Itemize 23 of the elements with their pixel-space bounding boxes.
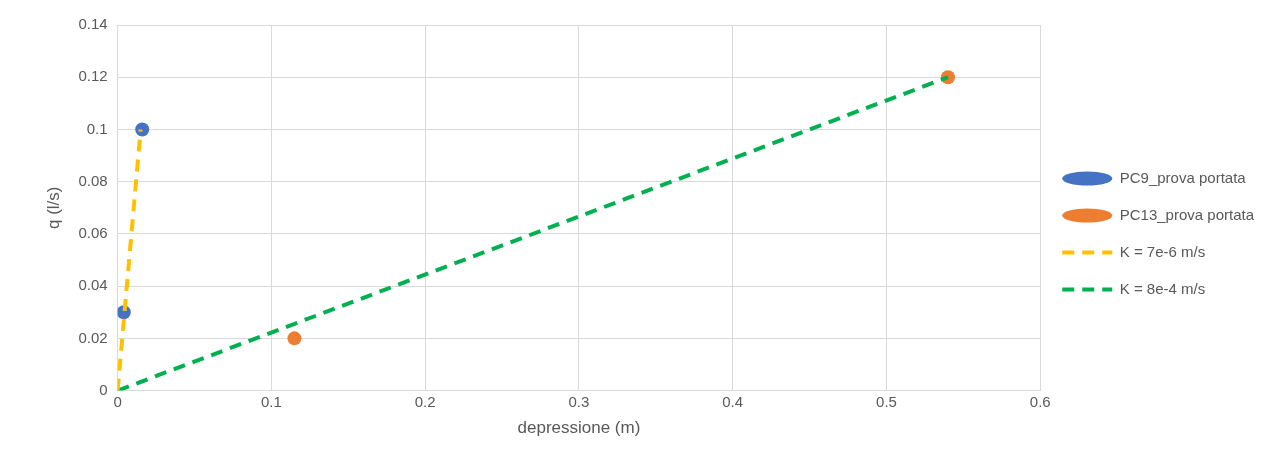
y-tick-label: 0.06 xyxy=(78,224,108,242)
legend-label: PC9_prova portata xyxy=(1119,168,1247,186)
y-tick-label: 0.14 xyxy=(78,15,108,33)
point xyxy=(287,331,302,346)
x-tick-label: 0.3 xyxy=(568,392,590,410)
legend-label: K = 8e-4 m/s xyxy=(1119,279,1206,297)
y-tick-label: 0.1 xyxy=(86,119,108,137)
legend-label: PC13_prova portata xyxy=(1119,205,1255,223)
y-tick-label: 0.02 xyxy=(78,328,108,346)
point xyxy=(135,122,150,137)
y-tick-label: 0.04 xyxy=(78,276,108,294)
x-tick-label: 0.4 xyxy=(722,392,744,410)
x-tick-label: 0 xyxy=(113,392,122,410)
x-tick-label: 0.5 xyxy=(876,392,897,410)
x-tick-label: 0.1 xyxy=(260,392,282,410)
x-tick-label: 0.6 xyxy=(1029,392,1051,410)
legend-label: K = 7e-6 m/s xyxy=(1119,242,1206,260)
y-tick-label: 0.12 xyxy=(78,67,108,85)
x-tick-label: 0.2 xyxy=(414,392,436,410)
y-tick-label: 0 xyxy=(99,380,108,398)
y-tick-label: 0.08 xyxy=(78,171,108,189)
y-axis-title: q (l/s) xyxy=(43,186,63,230)
x-axis-title: depressione (m) xyxy=(517,418,641,438)
